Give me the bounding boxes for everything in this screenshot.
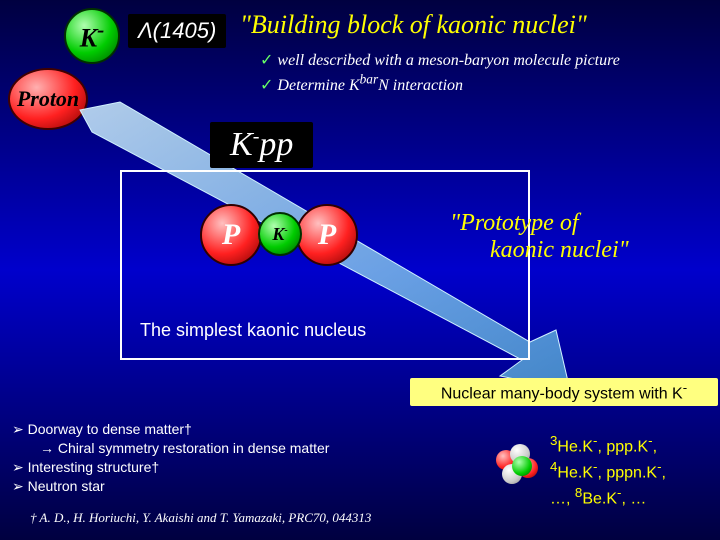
check-icon: ✓ — [260, 52, 273, 69]
yellow-bar: Nuclear many-body system with K- — [410, 378, 718, 406]
check-icon: ✓ — [260, 77, 273, 94]
nucleus-cluster-icon — [490, 440, 540, 490]
bullet-list: ➢ Doorway to dense matter† → Chiral symm… — [12, 420, 329, 496]
kaon-ball: K- — [258, 212, 302, 256]
nuclei-list: 3He.K-, ppp.K-, 4He.K-, pppn.K-, …, 8Be.… — [550, 432, 666, 510]
nuclei-item: …, 8Be.K-, … — [550, 484, 666, 510]
check-list: ✓well described with a meson-baryon mole… — [260, 48, 620, 97]
proton-ball: P — [296, 204, 358, 266]
proton-ball: P — [200, 204, 262, 266]
check-item: ✓Determine KbarN interaction — [260, 72, 620, 95]
bullet-subitem: → Chiral symmetry restoration in dense m… — [40, 439, 329, 458]
proton-particle: Proton — [8, 68, 88, 130]
pkp-cluster: P P K- — [200, 200, 370, 270]
title-quote: "Building block of kaonic nuclei" — [240, 10, 587, 40]
simplest-text: The simplest kaonic nucleus — [140, 320, 366, 341]
footnote: † A. D., H. Horiuchi, Y. Akaishi and T. … — [30, 510, 371, 526]
prototype-quote: "Prototype of kaonic nuclei" — [450, 210, 629, 264]
check-item: ✓well described with a meson-baryon mole… — [260, 50, 620, 70]
bullet-item: ➢ Interesting structure† — [12, 458, 329, 477]
nuclei-item: 4He.K-, pppn.K-, — [550, 458, 666, 484]
kpp-label: K-pp — [210, 122, 313, 168]
proton-label: Proton — [17, 86, 79, 112]
k-minus-label: K- — [80, 18, 105, 54]
bullet-item: ➢ Neutron star — [12, 477, 329, 496]
lambda-label: Λ(1405) — [128, 14, 226, 48]
k-minus-particle: K- — [64, 8, 120, 64]
nuclei-item: 3He.K-, ppp.K-, — [550, 432, 666, 458]
bullet-item: ➢ Doorway to dense matter† — [12, 420, 329, 439]
